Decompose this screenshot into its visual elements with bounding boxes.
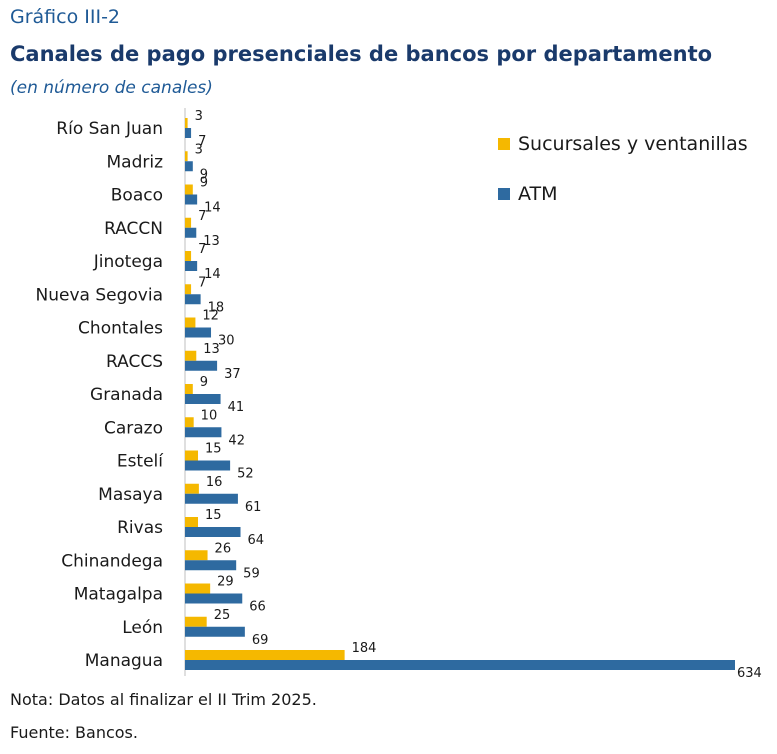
category-label-boaco: Boaco (111, 186, 163, 206)
bar-atm-granada (185, 394, 221, 404)
bar-atm-raccs (185, 360, 218, 371)
data-label-atm-rio-san-juan: 7 (198, 134, 206, 149)
data-label-atm-carazo: 42 (228, 433, 245, 448)
category-label-jinotega: Jinotega (93, 252, 163, 272)
data-label-sucursales-chontales: 12 (202, 309, 219, 324)
bar-sucursales-chinandega (185, 550, 208, 561)
bar-atm-masaya (185, 493, 238, 504)
category-label-leon: León (122, 618, 163, 638)
bar-sucursales-matagalpa (185, 583, 211, 594)
bar-atm-nueva-segovia (185, 294, 201, 305)
category-label-granada: Granada (90, 385, 163, 405)
category-label-rivas: Rivas (117, 518, 163, 538)
data-label-atm-rivas: 64 (248, 533, 265, 548)
category-label-masaya: Masaya (98, 485, 163, 505)
category-label-rio-san-juan: Río San Juan (56, 119, 163, 139)
bar-atm-rivas (185, 527, 241, 537)
category-label-matagalpa: Matagalpa (74, 585, 163, 605)
data-label-sucursales-jinotega: 7 (198, 242, 206, 257)
bar-sucursales-managua (185, 650, 345, 660)
bar-sucursales-masaya (185, 483, 199, 494)
data-label-sucursales-madriz: 3 (195, 142, 203, 157)
data-label-sucursales-raccn: 7 (198, 209, 206, 224)
data-label-atm-madriz: 9 (200, 167, 208, 182)
data-label-atm-boaco: 14 (204, 201, 221, 216)
bar-sucursales-chontales (185, 317, 196, 328)
bar-sucursales-esteli (185, 450, 199, 461)
category-label-nueva-segovia: Nueva Segovia (36, 285, 163, 305)
data-label-atm-raccs: 37 (224, 367, 241, 382)
data-label-sucursales-masaya: 16 (206, 475, 223, 490)
bar-atm-jinotega (185, 261, 198, 271)
bar-sucursales-madriz (185, 151, 188, 162)
bar-sucursales-carazo (185, 417, 194, 428)
data-label-sucursales-chinandega: 26 (215, 541, 232, 556)
bar-sucursales-raccn (185, 217, 192, 228)
figure-number: Gráfico III-2 (10, 6, 121, 28)
data-label-atm-matagalpa: 66 (249, 600, 266, 615)
bar-atm-madriz (185, 161, 193, 172)
bar-atm-esteli (185, 460, 231, 471)
bar-atm-raccn (185, 227, 197, 238)
bar-sucursales-leon (185, 616, 207, 627)
data-label-atm-chinandega: 59 (243, 566, 260, 581)
bar-sucursales-rio-san-juan (185, 118, 188, 128)
bar-atm-boaco (185, 194, 198, 205)
chart-title: Canales de pago presenciales de bancos p… (10, 42, 713, 66)
data-label-atm-masaya: 61 (245, 500, 262, 515)
legend-label-atm: ATM (518, 183, 558, 205)
bar-chart: Sucursales y ventanillas ATM Río San Juan… (36, 108, 762, 681)
data-label-atm-managua: 634 (737, 666, 762, 681)
chart-subtitle: (en número de canales) (10, 78, 213, 98)
data-label-atm-chontales: 30 (218, 334, 235, 349)
bar-sucursales-boaco (185, 184, 193, 195)
bar-atm-chontales (185, 327, 212, 338)
data-label-sucursales-managua: 184 (352, 641, 377, 656)
category-label-raccn: RACCN (104, 219, 163, 239)
data-label-sucursales-raccs: 13 (203, 342, 220, 357)
data-label-atm-jinotega: 14 (204, 267, 221, 282)
data-label-sucursales-rivas: 15 (205, 508, 222, 523)
bar-atm-leon (185, 626, 245, 637)
legend-label-sucursales: Sucursales y ventanillas (518, 133, 748, 155)
bar-atm-carazo (185, 427, 222, 438)
legend-swatch-atm (498, 188, 510, 200)
bar-atm-matagalpa (185, 593, 243, 604)
bar-atm-chinandega (185, 560, 237, 571)
data-label-sucursales-granada: 9 (200, 375, 208, 390)
bar-atm-rio-san-juan (185, 128, 192, 138)
bar-series-group: 3739914713714718123013379411042155216611… (185, 109, 762, 681)
data-label-sucursales-matagalpa: 29 (217, 575, 234, 590)
data-label-sucursales-rio-san-juan: 3 (195, 109, 203, 124)
data-label-sucursales-carazo: 10 (201, 408, 218, 423)
data-label-sucursales-boaco: 9 (200, 176, 208, 191)
bar-atm-managua (185, 660, 735, 670)
bar-sucursales-raccs (185, 350, 197, 361)
chart-note: Nota: Datos al finalizar el II Trim 2025… (10, 690, 317, 709)
data-label-sucursales-esteli: 15 (205, 442, 222, 457)
bar-sucursales-granada (185, 384, 193, 394)
bar-sucursales-nueva-segovia (185, 284, 192, 295)
bar-sucursales-jinotega (185, 251, 192, 261)
category-label-carazo: Carazo (104, 418, 163, 438)
category-axis: Río San Juan Madriz Boaco RACCN Jinotega Nuev… (36, 108, 186, 676)
chart-legend: Sucursales y ventanillas ATM (498, 133, 748, 205)
data-label-atm-leon: 69 (252, 633, 269, 648)
category-label-chinandega: Chinandega (61, 551, 163, 571)
data-label-sucursales-leon: 25 (214, 608, 231, 623)
data-label-atm-raccn: 13 (203, 234, 220, 249)
category-label-madriz: Madriz (106, 152, 163, 172)
category-label-raccs: RACCS (106, 352, 163, 372)
data-label-sucursales-nueva-segovia: 7 (198, 275, 206, 290)
data-label-atm-granada: 41 (228, 400, 245, 415)
bar-sucursales-rivas (185, 517, 199, 527)
category-label-chontales: Chontales (78, 319, 163, 339)
category-label-managua: Managua (85, 651, 163, 671)
data-label-atm-esteli: 52 (237, 467, 254, 482)
data-label-atm-nueva-segovia: 18 (208, 300, 225, 315)
category-label-esteli: Estelí (117, 452, 164, 472)
chart-source: Fuente: Bancos. (10, 723, 138, 742)
legend-swatch-sucursales (498, 138, 510, 150)
